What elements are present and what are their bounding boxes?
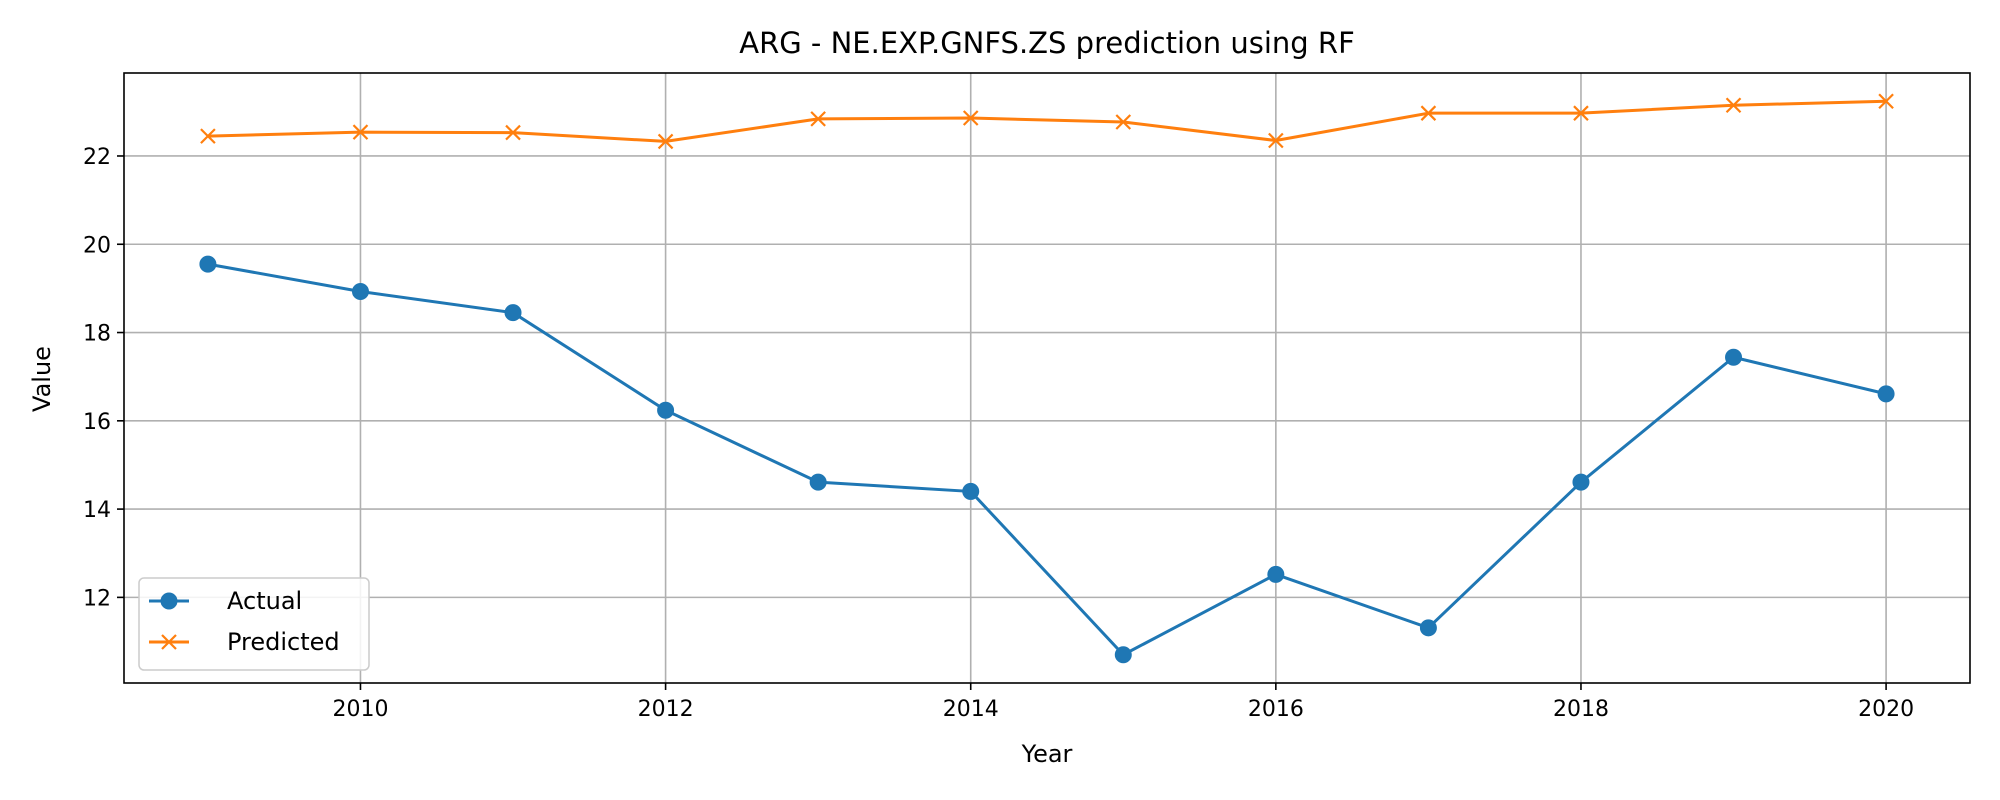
marker-stroke bbox=[200, 128, 216, 144]
marker-stroke bbox=[657, 133, 674, 150]
actual-point bbox=[351, 282, 369, 300]
marker-stroke bbox=[1725, 97, 1742, 113]
actual-point bbox=[1419, 619, 1437, 637]
plot-frame bbox=[123, 72, 1971, 684]
x-tick-label: 2014 bbox=[943, 697, 999, 722]
marker-stroke bbox=[505, 124, 521, 141]
predicted-point bbox=[657, 133, 674, 150]
x-tick-label: 2010 bbox=[332, 697, 388, 722]
y-tick-label: 22 bbox=[83, 145, 111, 170]
predicted-point bbox=[1268, 132, 1284, 149]
y-tick-label: 20 bbox=[83, 233, 111, 258]
predicted-point bbox=[505, 124, 521, 141]
marker-stroke bbox=[962, 110, 979, 126]
grid-lines bbox=[124, 73, 1970, 683]
predicted-point bbox=[1573, 105, 1589, 121]
series-actual bbox=[199, 255, 1895, 664]
legend-item-predicted: Predicted bbox=[149, 628, 340, 656]
predicted-point bbox=[1878, 93, 1894, 110]
marker-stroke bbox=[1268, 132, 1284, 149]
marker-stroke bbox=[810, 111, 826, 127]
marker-stroke bbox=[1115, 114, 1132, 130]
predicted-point bbox=[352, 124, 369, 140]
marker-stroke bbox=[1573, 105, 1589, 121]
y-tick-label: 12 bbox=[83, 586, 111, 611]
actual-point bbox=[1114, 646, 1132, 664]
marker-stroke bbox=[161, 634, 177, 650]
predicted-point bbox=[1115, 114, 1132, 130]
actual-point bbox=[1572, 473, 1590, 491]
actual-point bbox=[1267, 565, 1285, 583]
predicted-point bbox=[1725, 97, 1742, 113]
marker-stroke bbox=[1878, 93, 1894, 110]
predicted-line bbox=[207, 99, 1887, 143]
predicted-point bbox=[1420, 105, 1437, 121]
x-tick-label: 2020 bbox=[1858, 697, 1914, 722]
legend-label: Predicted bbox=[227, 628, 340, 656]
legend-swatch-marker bbox=[160, 592, 178, 610]
legend-label: Actual bbox=[227, 587, 302, 615]
actual-point bbox=[809, 473, 827, 491]
x-tick-label: 2016 bbox=[1248, 697, 1304, 722]
legend-item-actual: Actual bbox=[149, 587, 302, 615]
predicted-point bbox=[200, 128, 216, 144]
series-predicted bbox=[200, 93, 1894, 150]
actual-point bbox=[504, 304, 522, 322]
x-tick-label: 2018 bbox=[1553, 697, 1609, 722]
x-tick-label: 2012 bbox=[638, 697, 694, 722]
chart-title: ARG - NE.EXP.GNFS.ZS prediction using RF bbox=[739, 26, 1355, 60]
predicted-point bbox=[810, 111, 826, 127]
y-tick-label: 18 bbox=[83, 322, 111, 347]
actual-point bbox=[1877, 385, 1895, 403]
y-axis-label: Value bbox=[28, 346, 56, 412]
actual-line bbox=[207, 262, 1887, 657]
y-tick-label: 16 bbox=[83, 410, 111, 435]
legend: Actual Predicted bbox=[138, 577, 370, 671]
marker-stroke bbox=[1420, 105, 1437, 121]
legend-box bbox=[138, 577, 370, 671]
actual-point bbox=[199, 255, 217, 273]
y-tick-label: 14 bbox=[83, 498, 111, 523]
legend-swatch-marker bbox=[161, 634, 177, 650]
actual-point bbox=[962, 482, 980, 500]
predicted-point bbox=[962, 110, 979, 126]
series-lines bbox=[199, 93, 1895, 664]
x-axis-label: Year bbox=[1021, 740, 1073, 768]
marker-stroke bbox=[352, 124, 369, 140]
axis-ticks: 2010 2012 2014 2016 2018 2020 12 14 16 18 20 22 bbox=[83, 145, 1914, 722]
actual-point bbox=[657, 401, 675, 419]
actual-point bbox=[1725, 348, 1743, 366]
